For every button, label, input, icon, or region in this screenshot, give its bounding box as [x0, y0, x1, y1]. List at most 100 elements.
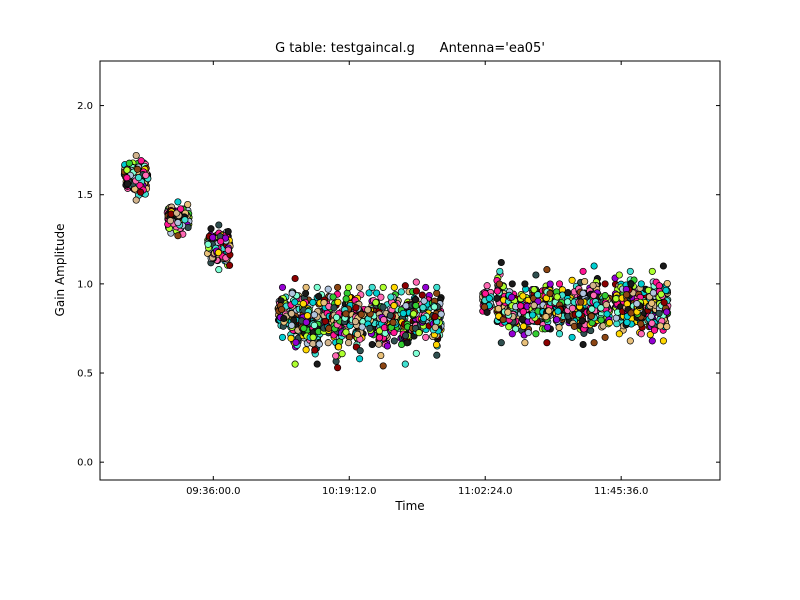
data-point	[313, 360, 321, 368]
data-point	[612, 295, 620, 303]
data-point	[577, 298, 585, 306]
data-point	[310, 311, 318, 319]
data-point	[342, 310, 350, 318]
data-point	[137, 188, 145, 196]
data-point	[553, 316, 561, 324]
data-point	[612, 314, 620, 322]
data-point	[401, 282, 409, 290]
data-point	[313, 283, 321, 291]
data-point	[334, 298, 342, 306]
data-point	[431, 313, 439, 321]
data-point	[356, 283, 364, 291]
x-axis-label: Time	[394, 499, 424, 513]
data-point	[345, 339, 353, 347]
data-point	[166, 217, 174, 225]
data-point	[217, 237, 225, 245]
data-point	[601, 292, 609, 300]
data-point	[542, 313, 550, 321]
data-point	[291, 274, 299, 283]
data-point	[300, 324, 308, 332]
data-point	[174, 232, 182, 240]
data-point	[481, 290, 489, 298]
data-point	[497, 258, 505, 267]
data-point	[215, 221, 223, 229]
data-point	[433, 351, 441, 359]
data-point	[402, 332, 410, 340]
data-point	[278, 283, 287, 291]
data-point	[390, 283, 398, 291]
data-point	[483, 308, 491, 316]
data-point	[330, 304, 338, 312]
data-point	[519, 308, 527, 316]
data-point	[181, 216, 189, 224]
data-point	[590, 262, 598, 270]
data-point	[420, 314, 428, 323]
data-point	[302, 289, 310, 297]
data-point	[485, 294, 493, 302]
data-point	[603, 310, 611, 318]
data-point	[221, 234, 230, 242]
data-point	[648, 337, 656, 345]
data-point	[375, 340, 383, 348]
data-point	[125, 159, 133, 167]
data-point	[342, 295, 350, 303]
data-point	[379, 303, 387, 311]
data-point	[543, 323, 552, 331]
data-point	[302, 318, 310, 326]
data-points	[120, 151, 672, 372]
data-point	[204, 240, 212, 248]
data-point	[334, 283, 342, 291]
data-point	[519, 292, 527, 300]
data-point	[663, 322, 671, 331]
data-point	[137, 157, 145, 165]
data-point	[545, 307, 553, 315]
data-point	[309, 340, 317, 348]
data-point	[555, 280, 564, 288]
data-point	[589, 281, 597, 290]
data-point	[508, 280, 516, 288]
x-tick-label: 10:19:12.0	[322, 486, 376, 497]
data-point	[532, 330, 540, 338]
chart-title: G table: testgaincal.g Antenna='ea05'	[275, 41, 545, 56]
data-point	[546, 289, 554, 298]
y-tick-label: 2.0	[77, 101, 93, 112]
data-point	[418, 291, 426, 299]
data-point	[412, 349, 420, 357]
data-point	[412, 287, 420, 295]
data-point	[564, 289, 572, 297]
x-tick-label: 11:45:36.0	[594, 486, 648, 497]
data-point	[579, 340, 587, 349]
data-point	[303, 312, 312, 320]
data-point	[375, 327, 384, 335]
data-point	[590, 339, 598, 347]
data-point	[597, 304, 605, 312]
data-point	[656, 322, 664, 330]
data-point	[663, 308, 671, 316]
data-point	[291, 360, 299, 368]
data-point	[433, 283, 441, 291]
data-point	[333, 313, 341, 321]
data-point	[288, 310, 296, 318]
data-point	[602, 301, 610, 309]
data-point	[390, 337, 398, 345]
data-point	[519, 322, 528, 330]
data-point	[368, 283, 376, 291]
data-point	[657, 290, 665, 298]
data-point	[379, 283, 387, 291]
data-point	[646, 331, 654, 339]
data-point	[433, 289, 441, 297]
axes-frame	[99, 60, 721, 481]
data-point	[578, 317, 586, 325]
data-point	[553, 293, 561, 301]
x-tick-label: 09:36:00.0	[186, 486, 240, 497]
data-point	[659, 337, 667, 345]
data-point	[627, 309, 635, 317]
data-point	[356, 355, 364, 363]
data-point	[342, 328, 350, 336]
data-point	[375, 334, 384, 342]
data-point	[648, 267, 656, 275]
data-point	[532, 271, 540, 279]
data-point	[626, 337, 634, 345]
data-point	[123, 166, 131, 174]
